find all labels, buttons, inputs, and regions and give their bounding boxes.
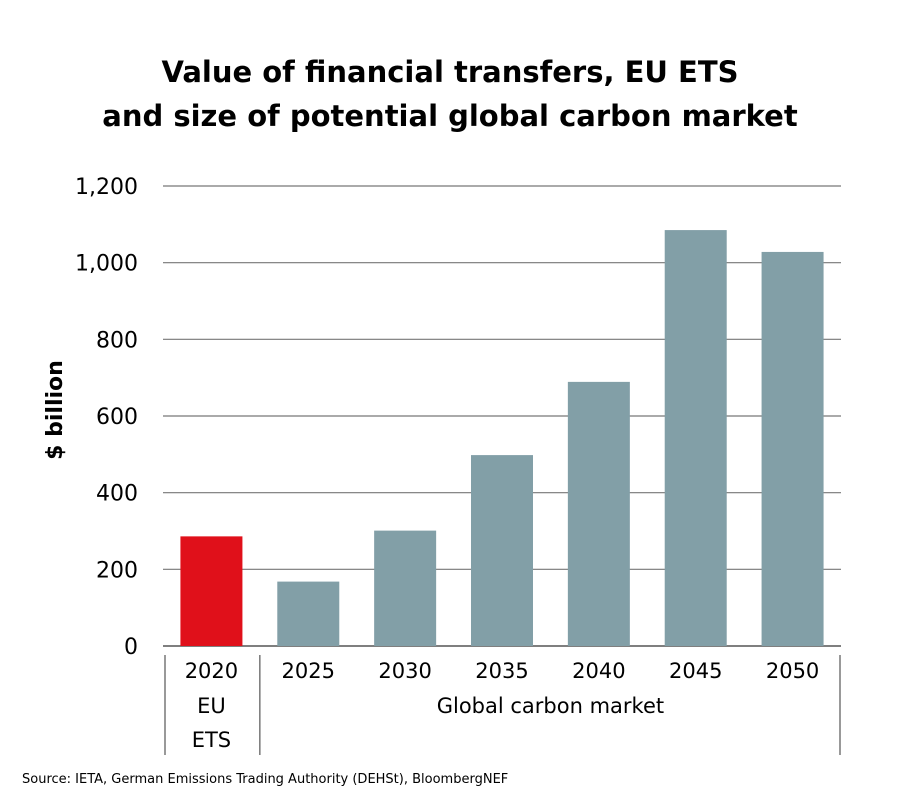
y-tick-label: 1,000	[75, 252, 138, 277]
y-tick-label: 800	[96, 328, 138, 353]
y-axis-label: $ billion	[43, 360, 68, 460]
x-tick-label: 2050	[766, 659, 819, 683]
bars	[180, 230, 824, 647]
chart-title-line-1: Value of financial transfers, EU ETS	[161, 55, 738, 89]
bar-2050	[761, 251, 824, 646]
y-tick-label: 400	[96, 482, 138, 507]
x-tick-label: 2020	[185, 659, 238, 683]
x-tick-label: 2025	[282, 659, 335, 683]
bar-2035	[471, 455, 533, 646]
group-label: Global carbon market	[437, 694, 664, 718]
gridlines	[163, 185, 841, 647]
y-tick-label: 200	[96, 558, 138, 583]
y-tick-label: 0	[124, 635, 138, 660]
group-label: EU	[197, 694, 226, 718]
x-tick-label: 2030	[378, 659, 431, 683]
bar-2025	[277, 581, 340, 646]
y-tick-label: 1,200	[75, 175, 138, 200]
y-axis-ticks: 0 200 400 600 800 1,000 1,200	[75, 175, 138, 660]
bar-2040	[567, 381, 630, 646]
chart-title-line-2: and size of potential global carbon mark…	[102, 99, 798, 133]
y-tick-label: 600	[96, 405, 138, 430]
x-axis-categories: 2020 2025 2030 2035 2040 2045 2050 EU ETS Global …	[164, 655, 841, 755]
x-tick-label: 2035	[475, 659, 528, 683]
source-note: Source: IETA, German Emissions Trading A…	[22, 772, 508, 787]
x-tick-label: 2045	[669, 659, 722, 683]
x-tick-label: 2040	[572, 659, 625, 683]
bar-2020	[180, 536, 243, 646]
bar-2030	[374, 530, 437, 646]
bar-2045	[664, 230, 727, 647]
group-label: ETS	[192, 728, 231, 752]
